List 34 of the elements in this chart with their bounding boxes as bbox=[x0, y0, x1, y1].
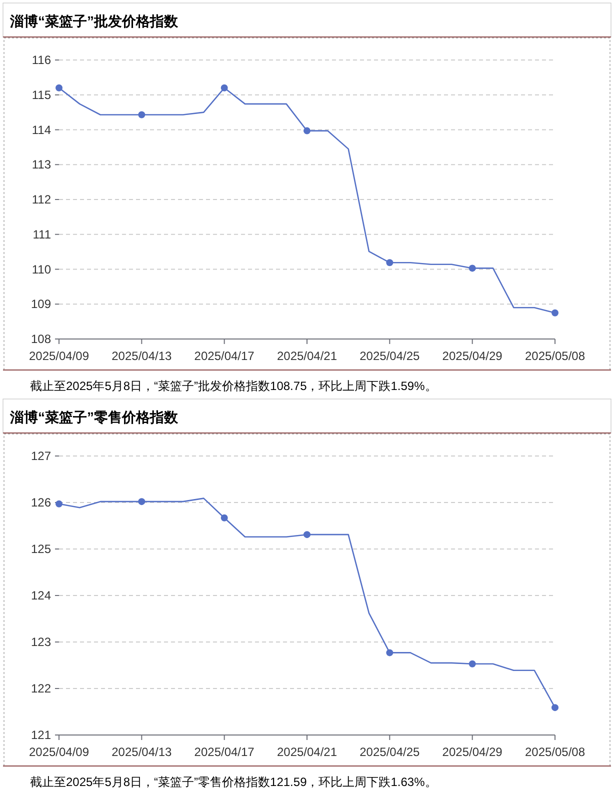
y-tick-label: 121 bbox=[30, 728, 52, 742]
y-tick-label: 123 bbox=[30, 635, 52, 649]
y-tick-label: 114 bbox=[32, 122, 52, 137]
y-tick-label: 112 bbox=[32, 192, 52, 206]
y-tick-label: 124 bbox=[30, 588, 52, 602]
y-tick-label: 126 bbox=[30, 496, 52, 510]
y-tick-label: 122 bbox=[30, 682, 52, 696]
chart-title: 淄博“菜篮子”零售价格指数 bbox=[9, 409, 179, 425]
x-tick-label: 2025/04/21 bbox=[276, 745, 338, 759]
y-tick-label: 125 bbox=[30, 542, 52, 556]
x-tick-label: 2025/05/08 bbox=[524, 745, 586, 759]
y-tick-label: 116 bbox=[32, 53, 52, 67]
y-tick-label: 113 bbox=[32, 158, 52, 172]
y-tick-label: 127 bbox=[30, 449, 52, 463]
text: 截止至2025年5月8日，“菜篮子”批发价格指数108.75，环比上周下跌1.59%。 bbox=[30, 379, 437, 393]
y-tick-label: 110 bbox=[32, 262, 52, 276]
x-tick-label: 2025/04/17 bbox=[194, 349, 255, 363]
x-tick-label: 2025/04/13 bbox=[112, 349, 172, 363]
x-tick-label: 2025/04/17 bbox=[194, 745, 255, 759]
x-tick-label: 2025/04/09 bbox=[28, 349, 90, 363]
x-tick-label: 2025/05/08 bbox=[524, 349, 586, 363]
x-tick-label: 2025/04/29 bbox=[442, 349, 503, 363]
chart-title: 淄博“菜篮子”批发价格指数 bbox=[9, 13, 179, 29]
text: 截止至2025年5月8日，“菜篮子”零售价格指数121.59，环比上周下跌1.63%。 bbox=[30, 775, 437, 789]
x-tick-label: 2025/04/21 bbox=[276, 349, 338, 363]
y-tick-label: 111 bbox=[32, 227, 52, 242]
y-tick-label: 115 bbox=[32, 88, 52, 102]
x-tick-label: 2025/04/13 bbox=[112, 745, 172, 759]
x-tick-label: 2025/04/29 bbox=[442, 745, 503, 759]
y-tick-label: 108 bbox=[30, 332, 52, 346]
y-tick-label: 109 bbox=[30, 297, 52, 312]
x-tick-label: 2025/04/09 bbox=[28, 745, 90, 759]
x-tick-label: 2025/04/25 bbox=[360, 349, 420, 363]
x-tick-label: 2025/04/25 bbox=[360, 745, 420, 759]
